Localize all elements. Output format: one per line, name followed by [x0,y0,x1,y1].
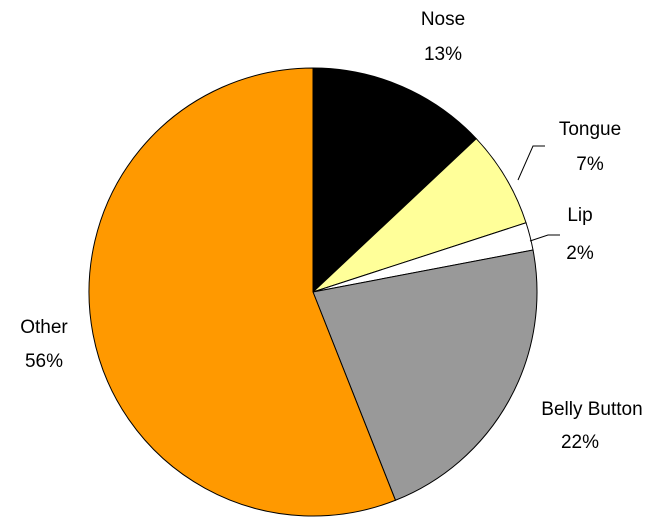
slice-label: Nose [421,9,465,30]
slice-label: Other [20,317,68,338]
slice-value-label: 13% [424,44,462,65]
slice-label: Lip [567,205,592,226]
slice-value-label: 7% [576,154,604,175]
slice-value-label: 56% [25,351,63,372]
leader-line [517,145,545,181]
slice-value-label: 2% [566,243,594,264]
slice-value-label: 22% [561,432,599,453]
pie-slice [312,67,477,294]
leader-line [529,234,560,242]
slice-label: Tongue [559,119,621,140]
pie-slice [312,249,538,501]
slice-label: Belly Button [541,399,642,420]
pie-slice [88,67,397,517]
